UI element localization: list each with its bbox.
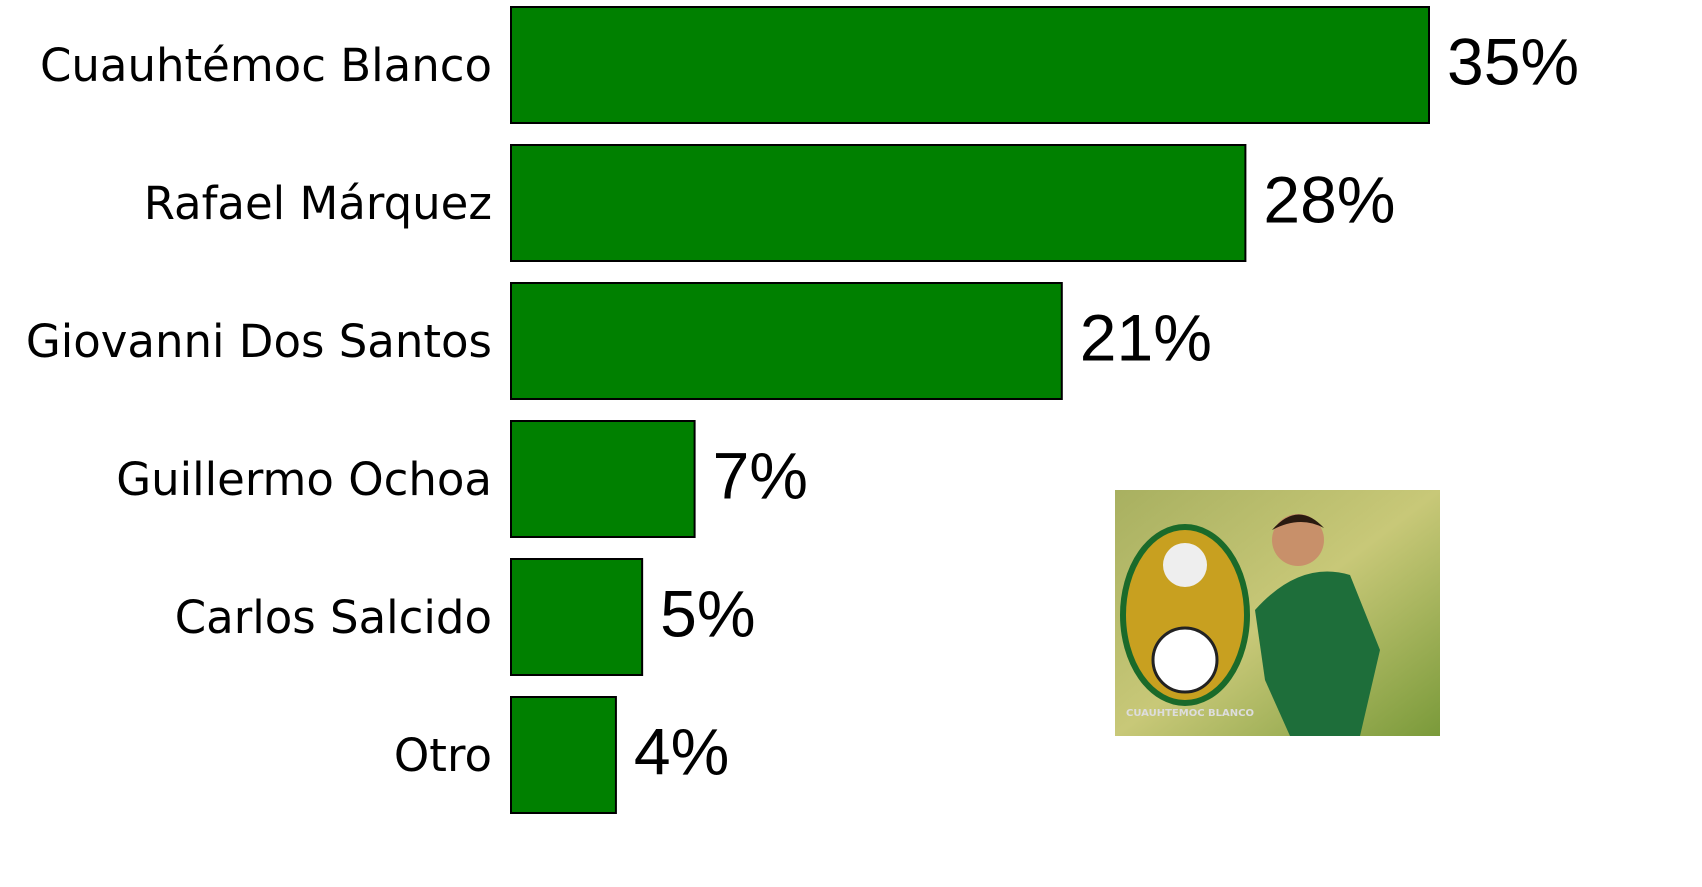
player-head	[1272, 514, 1324, 566]
value-label: 35%	[1447, 24, 1579, 98]
value-label: 7%	[713, 438, 808, 512]
category-label: Giovanni Dos Santos	[26, 315, 492, 368]
player-shirt	[1255, 571, 1380, 736]
bar	[510, 282, 1063, 400]
category-label: Otro	[394, 729, 492, 782]
category-label: Guillermo Ochoa	[116, 453, 492, 506]
value-label: 4%	[634, 714, 729, 788]
bar	[510, 558, 644, 676]
player-image: CUAUHTEMOC BLANCO	[1115, 490, 1440, 736]
bar	[510, 420, 696, 538]
crest-ball	[1151, 626, 1219, 694]
value-label: 5%	[660, 576, 755, 650]
crest-eagle	[1163, 543, 1207, 587]
value-label: 21%	[1080, 300, 1212, 374]
category-label: Rafael Márquez	[144, 177, 492, 230]
bar	[510, 6, 1430, 124]
image-caption: CUAUHTEMOC BLANCO	[1126, 708, 1254, 719]
bar	[510, 696, 617, 814]
player-hair	[1272, 514, 1324, 530]
category-label: Cuauhtémoc Blanco	[40, 39, 492, 92]
category-label: Carlos Salcido	[175, 591, 492, 644]
value-label: 28%	[1263, 162, 1395, 236]
bar	[510, 144, 1247, 262]
